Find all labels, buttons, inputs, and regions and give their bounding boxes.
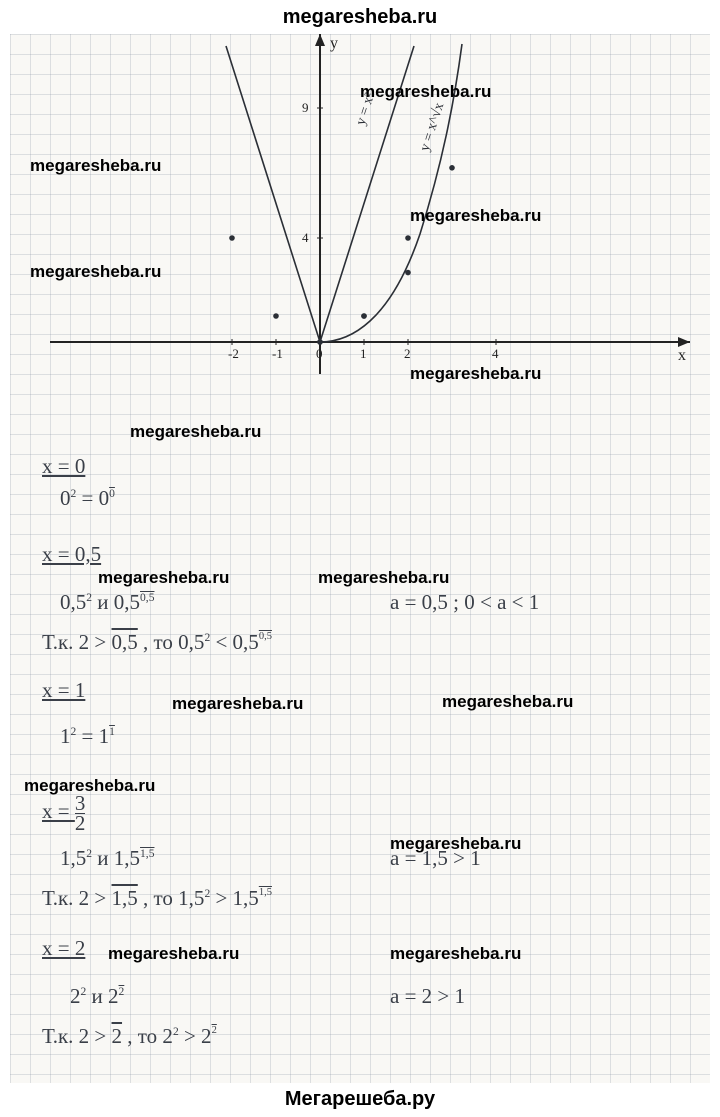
watermark: megaresheba.ru xyxy=(98,568,229,588)
watermark: megaresheba.ru xyxy=(410,364,541,384)
handwritten-line: 1,52 и 1,51,5 xyxy=(60,846,154,871)
watermark: megaresheba.ru xyxy=(318,568,449,588)
handwritten-line: 02 = 00 xyxy=(60,486,115,511)
watermark: megaresheba.ru xyxy=(442,692,573,712)
handwritten-line: Т.к. 2 > 2 , то 22 > 22 xyxy=(42,1024,217,1049)
handwritten-line: x = 2 xyxy=(42,936,85,961)
watermark: megaresheba.ru xyxy=(130,422,261,442)
svg-text:1: 1 xyxy=(360,346,367,361)
handwritten-line: Т.к. 2 > 0,5 , то 0,52 < 0,50,5 xyxy=(42,630,272,655)
svg-text:9: 9 xyxy=(302,100,309,115)
svg-text:y = x^√x: y = x^√x xyxy=(418,101,448,153)
watermark: megaresheba.ru xyxy=(360,82,491,102)
svg-text:4: 4 xyxy=(302,230,309,245)
svg-text:y: y xyxy=(330,35,338,52)
svg-text:4: 4 xyxy=(492,346,499,361)
handwritten-line: 12 = 11 xyxy=(60,724,115,749)
watermark: megaresheba.ru xyxy=(390,944,521,964)
handwritten-line: a = 0,5 ; 0 < a < 1 xyxy=(390,590,539,615)
page-footer: Мегарешеба.ру xyxy=(0,1088,720,1111)
handwritten-line: 0,52 и 0,50,5 xyxy=(60,590,154,615)
notebook-paper: yx-2-1012449y = x²y = x^√x megaresheba.r… xyxy=(10,34,710,1083)
watermark: megaresheba.ru xyxy=(172,694,303,714)
handwritten-line: x = 0 xyxy=(42,454,85,479)
watermark: megaresheba.ru xyxy=(390,834,521,854)
svg-text:2: 2 xyxy=(404,346,411,361)
watermark: megaresheba.ru xyxy=(108,944,239,964)
svg-text:x: x xyxy=(678,347,686,364)
watermark: megaresheba.ru xyxy=(30,262,161,282)
svg-text:-2: -2 xyxy=(228,346,239,361)
svg-text:0: 0 xyxy=(316,346,323,361)
handwritten-line: x = 32 xyxy=(42,794,85,833)
svg-text:-1: -1 xyxy=(272,346,283,361)
handwritten-line: x = 0,5 xyxy=(42,542,101,567)
handwritten-line: 22 и 22 xyxy=(70,984,124,1009)
watermark: megaresheba.ru xyxy=(30,156,161,176)
watermark: megaresheba.ru xyxy=(24,776,155,796)
page-header: megaresheba.ru xyxy=(0,6,720,29)
watermark: megaresheba.ru xyxy=(410,206,541,226)
handwritten-line: x = 1 xyxy=(42,678,85,703)
handwritten-line: a = 2 > 1 xyxy=(390,984,465,1009)
handwritten-line: Т.к. 2 > 1,5 , то 1,52 > 1,51,5 xyxy=(42,886,272,911)
